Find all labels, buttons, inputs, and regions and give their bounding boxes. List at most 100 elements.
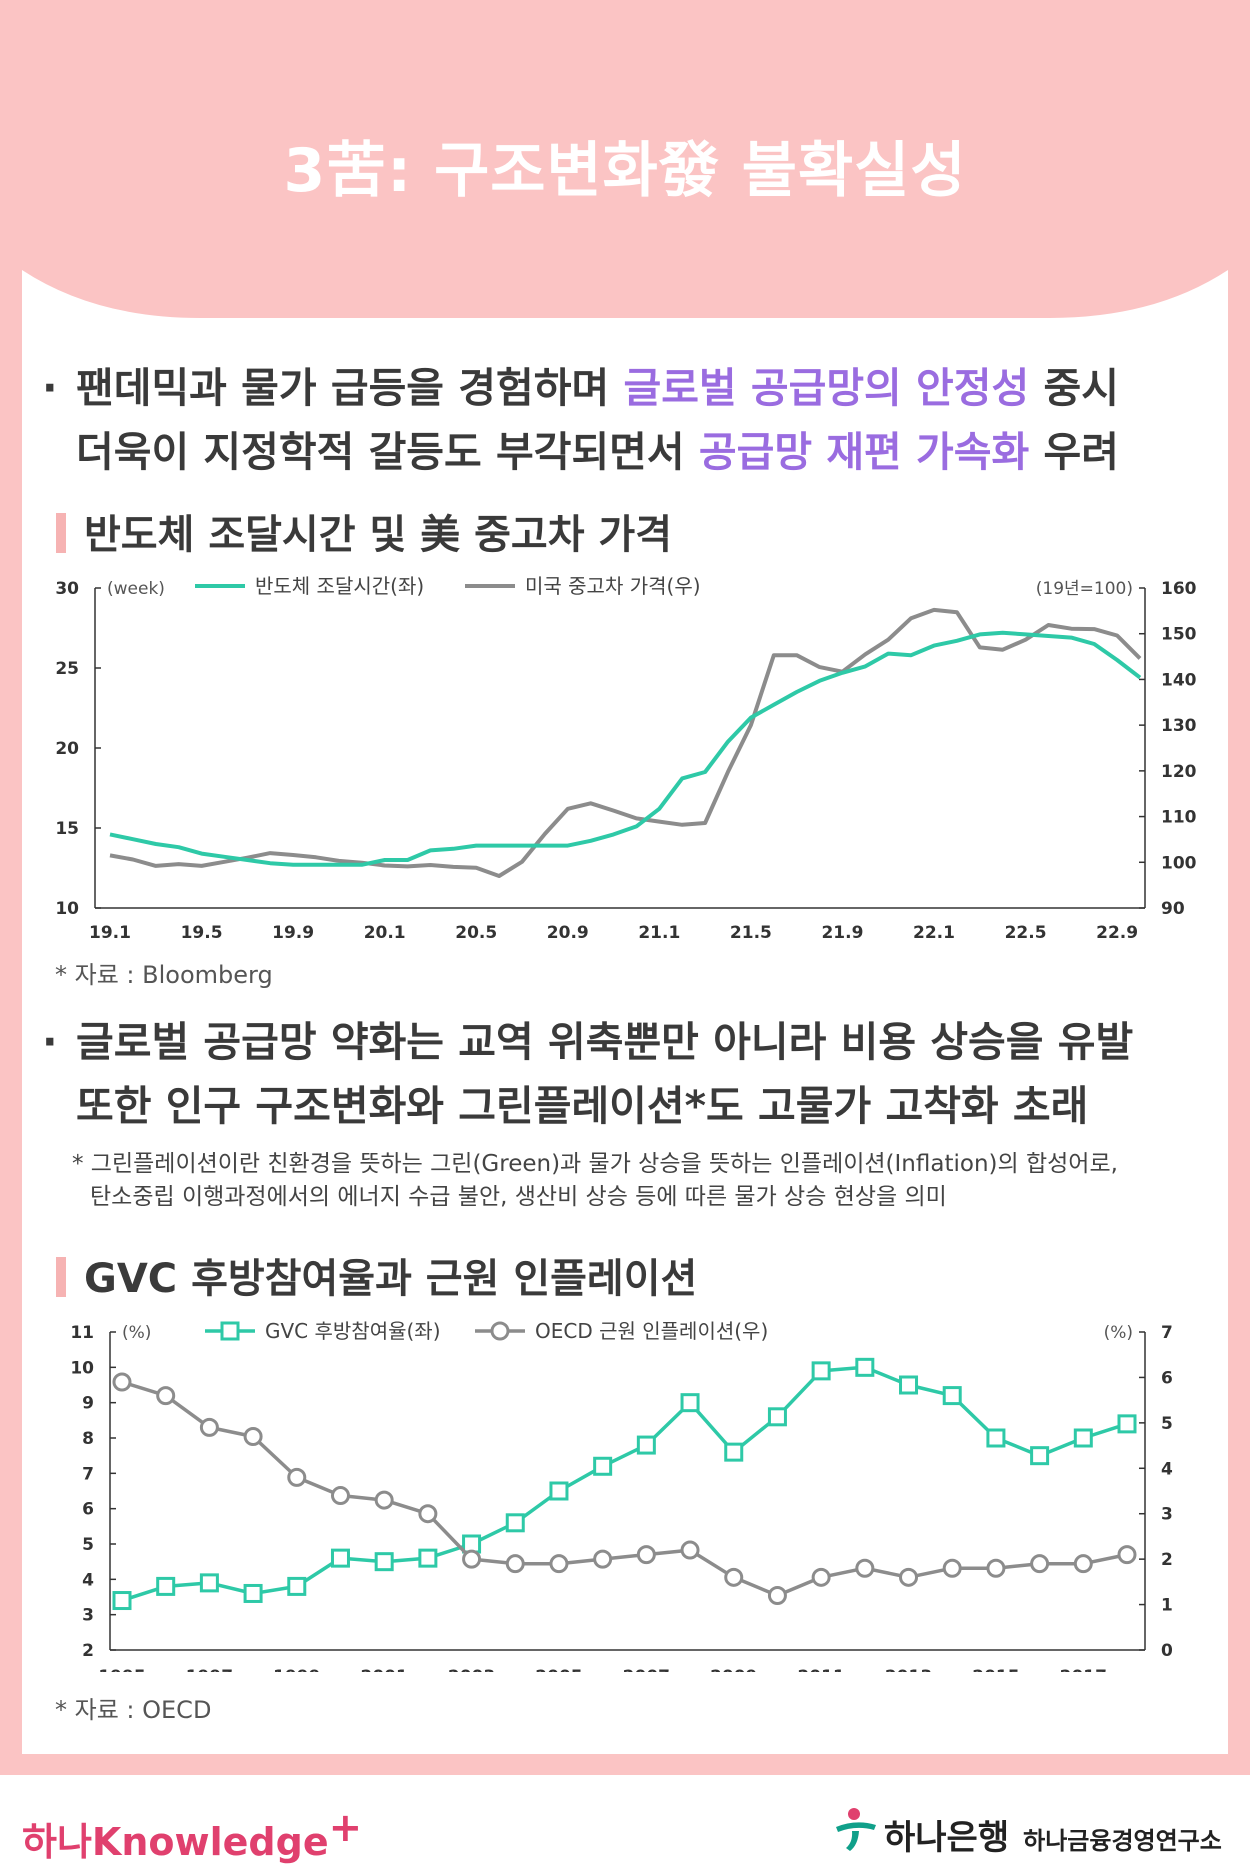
inflation-point	[330, 1486, 350, 1506]
gvc-point	[899, 1375, 919, 1395]
x-tick-label: 21.1	[638, 923, 680, 943]
x-tick-label: 1997	[186, 1667, 233, 1672]
left-tick-label: 9	[82, 1394, 94, 1414]
gvc-point	[1073, 1428, 1093, 1448]
footer	[0, 1775, 1250, 1874]
left-tick-label: 10	[55, 899, 79, 919]
x-tick-label: 2009	[710, 1667, 757, 1672]
x-tick-label: 21.9	[821, 923, 863, 943]
chart2-source: * 자료 : OECD	[55, 1696, 212, 1724]
left-tick-label: 10	[70, 1358, 94, 1378]
x-tick-label: 22.5	[1005, 923, 1047, 943]
inflation-point	[899, 1567, 919, 1587]
right-tick-label: 6	[1161, 1368, 1173, 1388]
x-tick-label: 2007	[623, 1667, 670, 1672]
left-tick-label: 5	[82, 1535, 94, 1555]
left-tick-label: 15	[55, 819, 79, 839]
x-tick-label: 22.9	[1096, 923, 1138, 943]
x-tick-label: 2001	[361, 1667, 408, 1672]
inflation-point	[855, 1558, 875, 1578]
usedcar-price-line	[109, 607, 1142, 878]
inflation-point	[287, 1467, 307, 1487]
core-inflation-line	[121, 1380, 1128, 1598]
left-tick-label: 20	[55, 739, 79, 759]
left-tick-label: 7	[82, 1464, 94, 1484]
x-tick-label: 19.1	[89, 923, 131, 943]
gvc-point	[1030, 1446, 1050, 1466]
right-unit-label: (%)	[1104, 1323, 1133, 1343]
right-tick-label: 0	[1161, 1641, 1173, 1661]
inflation-point	[1117, 1545, 1137, 1565]
right-tick-label: 4	[1161, 1459, 1173, 1479]
right-tick-label: 7	[1161, 1323, 1173, 1343]
chart-semiconductor-usedcar: 30 25 20 15 10 160 150 140 130 120 110 100 90 (week) (…	[55, 574, 1197, 943]
left-tick-label: 2	[82, 1641, 94, 1661]
inflation-point	[593, 1549, 613, 1569]
x-tick-label: 19.5	[181, 923, 223, 943]
semiconductor-leadtime-line	[109, 630, 1142, 867]
section-title-1: 반도체 조달시간 및 美 중고차 가격	[56, 502, 672, 560]
x-tick-label: 21.5	[730, 923, 772, 943]
inflation-point	[1073, 1554, 1093, 1574]
inflation-point	[811, 1567, 831, 1587]
gvc-point	[418, 1548, 438, 1568]
right-tick-label: 130	[1161, 716, 1197, 736]
left-tick-label: 4	[82, 1570, 94, 1590]
right-tick-label: 150	[1161, 625, 1197, 645]
footnote: * 그린플레이션이란 친환경을 뜻하는 그린(Green)과 물가 상승을 뜻하…	[72, 1151, 1118, 1210]
gvc-point	[636, 1435, 656, 1455]
section-marker	[56, 1257, 66, 1297]
left-unit-label: (week)	[107, 579, 165, 599]
right-tick-label: 5	[1161, 1414, 1173, 1434]
card-top-curve	[22, 244, 1228, 330]
gvc-point	[112, 1591, 132, 1611]
gvc-point	[811, 1361, 831, 1381]
hana-bank-logo-icon	[836, 1808, 876, 1851]
gvc-point	[855, 1357, 875, 1377]
x-tick-label: 19.9	[272, 923, 314, 943]
x-tick-label: 2005	[535, 1667, 582, 1672]
right-tick-label: 90	[1161, 899, 1185, 919]
right-tick-label: 2	[1161, 1550, 1173, 1570]
left-tick-label: 6	[82, 1500, 94, 1520]
right-tick-label: 140	[1161, 670, 1197, 690]
inflation-point	[112, 1372, 132, 1392]
inflation-point	[680, 1540, 700, 1560]
right-tick-label: 1	[1161, 1596, 1173, 1616]
legend-marker	[490, 1321, 510, 1341]
gvc-point	[724, 1442, 744, 1462]
x-tick-label: 20.1	[364, 923, 406, 943]
section-title-2: GVC 후방참여율과 근원 인플레이션	[56, 1246, 697, 1304]
inflation-point	[1030, 1554, 1050, 1574]
gvc-point	[767, 1407, 787, 1427]
right-unit-label: (19년=100)	[1036, 579, 1133, 599]
x-tick-label: 1995	[98, 1667, 145, 1672]
left-tick-label: 8	[82, 1429, 94, 1449]
inflation-point	[462, 1549, 482, 1569]
gvc-point	[243, 1583, 263, 1603]
left-tick-label: 3	[82, 1606, 94, 1626]
legend-label: 반도체 조달시간(좌)	[255, 574, 424, 598]
x-tick-label: 22.1	[913, 923, 955, 943]
legend-label: OECD 근원 인플레이션(우)	[535, 1319, 768, 1343]
inflation-point	[636, 1545, 656, 1565]
bullet-2: · 글로벌 공급망 약화는 교역 위축뿐만 아니라 비용 상승을 유발 또한 인구…	[42, 1018, 1134, 1130]
right-tick-label: 110	[1161, 808, 1197, 828]
content-card	[22, 318, 1228, 1754]
inflation-point	[156, 1386, 176, 1406]
right-tick-label: 100	[1161, 853, 1197, 873]
x-tick-label: 20.5	[455, 923, 497, 943]
gvc-point	[1117, 1414, 1137, 1434]
inflation-point	[418, 1504, 438, 1524]
gvc-point	[330, 1548, 350, 1568]
legend-label: GVC 후방참여율(좌)	[265, 1319, 441, 1343]
inflation-point	[374, 1490, 394, 1510]
gvc-point	[374, 1552, 394, 1572]
legend-marker	[220, 1321, 240, 1341]
gvc-point	[287, 1576, 307, 1596]
gvc-point	[986, 1428, 1006, 1448]
gvc-point	[942, 1386, 962, 1406]
left-tick-label: 11	[70, 1323, 94, 1343]
inflation-point	[199, 1417, 219, 1437]
